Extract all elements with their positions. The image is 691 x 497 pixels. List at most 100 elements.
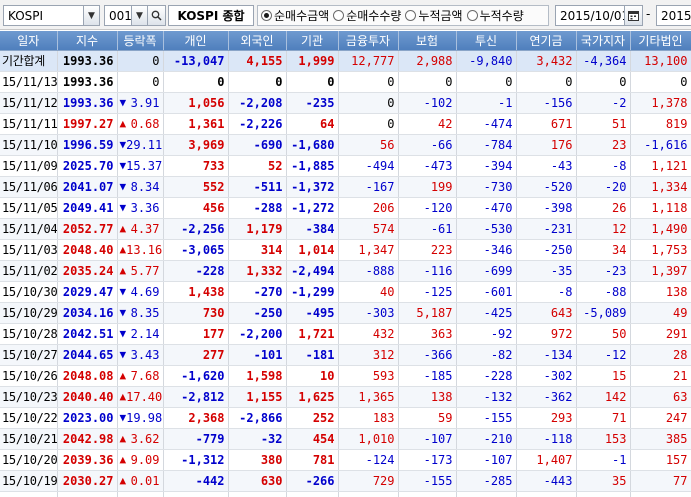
radio-option-3[interactable]: 누적수량	[466, 7, 524, 24]
table-row[interactable]: 15/11/12 1993.36 ▼ 3.91 1,056 -2,208 -235 0 -102…	[0, 92, 691, 114]
table-row[interactable]: 15/11/09 2025.70 ▼ 15.37 733 52 -1,885 -494 -473…	[0, 155, 691, 177]
value-cell: 1,014	[286, 239, 339, 261]
value-cell: -13,047	[163, 50, 229, 72]
value-cell: -32	[228, 428, 287, 450]
change-cell: 0	[117, 50, 164, 72]
table-row[interactable]: 15/11/11 1997.27 ▲ 0.68 1,361 -2,226 64 0 42 -474…	[0, 113, 691, 135]
value-cell: 10	[286, 365, 339, 387]
column-header[interactable]: 기타법인	[630, 31, 691, 51]
value-cell: -362	[516, 386, 577, 408]
down-arrow-icon: ▼	[119, 138, 127, 151]
column-header[interactable]: 일자	[0, 31, 58, 51]
index-cell: 2035.24	[57, 260, 118, 282]
index-cell: 1993.36	[57, 71, 118, 93]
value-cell: 0	[338, 71, 399, 93]
table-row[interactable]: 15/10/29 2034.16 ▼ 8.35 730 -250 -495 -303 5,187…	[0, 302, 691, 324]
value-cell: -303	[338, 302, 399, 324]
radio-option-2[interactable]: 누적금액	[405, 7, 463, 24]
value-cell: -494	[338, 155, 399, 177]
column-header[interactable]: 기관	[286, 31, 339, 51]
table-row[interactable]: 15/11/03 2048.40 ▲ 13.16 -3,065 314 1,014 1,347…	[0, 239, 691, 261]
search-icon[interactable]	[147, 6, 165, 25]
value-cell: -690	[228, 134, 287, 156]
value-cell: 40	[338, 281, 399, 303]
change-cell: ▼ 3.01	[117, 491, 164, 497]
table-row[interactable]: 15/10/21 2042.98 ▲ 3.62 -779 -32 454 1,010 -107-…	[0, 428, 691, 450]
change-cell: ▲ 9.09	[117, 449, 164, 471]
chevron-down-icon[interactable]: ▼	[131, 6, 147, 25]
value-cell: -288	[228, 197, 287, 219]
value-cell: 1,155	[228, 386, 287, 408]
change-value: 8.35	[130, 305, 160, 320]
change-value: 0	[152, 74, 160, 89]
table-row[interactable]: 15/11/05 2049.41 ▼ 3.36 456 -288 -1,272 206 -120…	[0, 197, 691, 219]
date-to-field[interactable]: 2015	[656, 5, 691, 26]
value-cell: -228	[456, 365, 517, 387]
value-cell: -3,065	[163, 239, 229, 261]
value-cell: -394	[456, 155, 517, 177]
column-header[interactable]: 금융투자	[338, 31, 399, 51]
value-cell: 0	[338, 113, 399, 135]
table-row[interactable]: 15/10/28 2042.51 ▼ 2.14 177 -2,200 1,721 432 363…	[0, 323, 691, 345]
value-cell: 1,397	[630, 260, 691, 282]
change-value: 3.01	[131, 495, 160, 497]
table-row[interactable]: 15/11/13 1993.36 0 0 0 0 0 0 0 0 0 0	[0, 71, 691, 93]
change-cell: ▼ 4.69	[117, 281, 164, 303]
table-row[interactable]: 15/11/04 2052.77 ▲ 4.37 -2,256 1,179 -384 574 -6…	[0, 218, 691, 240]
value-cell: 1,598	[228, 365, 287, 387]
value-cell: 1,332	[228, 260, 287, 282]
value-cell: 157	[630, 449, 691, 471]
calendar-icon[interactable]	[624, 6, 642, 25]
value-cell: 1,490	[630, 218, 691, 240]
table-row[interactable]: 15/10/22 2023.00 ▼ 19.98 2,368 -2,866 252 183 59…	[0, 407, 691, 429]
value-cell: 77	[630, 470, 691, 492]
table-row[interactable]: 15/11/06 2041.07 ▼ 8.34 552 -511 -1,372 -167 199…	[0, 176, 691, 198]
table-row[interactable]: 15/10/162030.26▼ 3.018483,7571,2411,170-2…	[0, 491, 691, 497]
column-header[interactable]: 보험	[398, 31, 457, 51]
table-row[interactable]: 기간합계 1993.36 0 -13,047 4,155 1,999 12,777 2,988…	[0, 50, 691, 72]
radio-option-1[interactable]: 순매수수량	[333, 7, 401, 24]
table-row[interactable]: 15/10/27 2044.65 ▼ 3.43 277 -101 -181 312 -366 -8…	[0, 344, 691, 366]
value-cell: -442	[163, 470, 229, 492]
radio-dot-icon[interactable]	[333, 10, 345, 21]
column-header[interactable]: 연기금	[516, 31, 577, 51]
column-header[interactable]: 개인	[163, 31, 229, 51]
value-cell: -107	[398, 428, 457, 450]
index-cell: 2042.98	[57, 428, 118, 450]
value-cell: 1,361	[163, 113, 229, 135]
value-cell: 312	[338, 344, 399, 366]
chevron-down-icon[interactable]: ▼	[83, 6, 99, 25]
value-cell: 1,170	[338, 491, 399, 497]
radio-dot-icon[interactable]	[466, 10, 478, 21]
table-header: 일자 지수 등락폭 개인 외국인 기관 금융투자 보험 투신 연기금 국가지자 기타법인	[0, 31, 691, 51]
column-header[interactable]: 국가지자	[576, 31, 631, 51]
radio-label: 누적수량	[479, 9, 524, 23]
code-input-value: 001	[109, 8, 131, 23]
table-row[interactable]: 15/10/19 2030.27 ▲ 0.01 -442 630 -266 729 -155 -2…	[0, 470, 691, 492]
value-cell: 730	[163, 302, 229, 324]
table-row[interactable]: 15/11/02 2035.24 ▲ 5.77 -228 1,332 -2,494 -888-…	[0, 260, 691, 282]
table-row[interactable]: 15/10/26 2048.08 ▲ 7.68 -1,620 1,598 10 593 -185…	[0, 365, 691, 387]
table-row[interactable]: 15/10/23 2040.40 ▲ 17.40 -2,812 1,155 1,625 1,3…	[0, 386, 691, 408]
change-value: 5.77	[130, 263, 160, 278]
value-cell: -120	[398, 197, 457, 219]
date-from-field[interactable]: 2015/10/01	[555, 5, 643, 26]
radio-dot-icon[interactable]	[405, 10, 417, 21]
market-select[interactable]: KOSPI ▼	[3, 5, 100, 26]
value-cell: -1,620	[163, 365, 229, 387]
value-cell: -2,494	[286, 260, 339, 282]
table-row[interactable]: 15/11/10 1996.59 ▼ 29.11 3,969 -690 -1,680 56 -6…	[0, 134, 691, 156]
column-header[interactable]: 등락폭	[117, 31, 164, 51]
column-header[interactable]: 외국인	[228, 31, 287, 51]
value-cell: -473	[398, 155, 457, 177]
table-row[interactable]: 15/10/30 2029.47 ▼ 4.69 1,438 -270 -1,299 40 -12…	[0, 281, 691, 303]
table-row[interactable]: 15/10/20 2039.36 ▲ 9.09 -1,312 380 781 -124 -173…	[0, 449, 691, 471]
column-header[interactable]: 지수	[57, 31, 118, 51]
index-cell: 2039.36	[57, 449, 118, 471]
radio-dot-icon[interactable]	[261, 10, 272, 21]
value-cell: -210	[456, 428, 517, 450]
column-header[interactable]: 투신	[456, 31, 517, 51]
value-cell: 1,056	[163, 92, 229, 114]
radio-option-0[interactable]: 순매수금액	[261, 7, 329, 24]
code-input[interactable]: 001 ▼	[104, 5, 166, 26]
